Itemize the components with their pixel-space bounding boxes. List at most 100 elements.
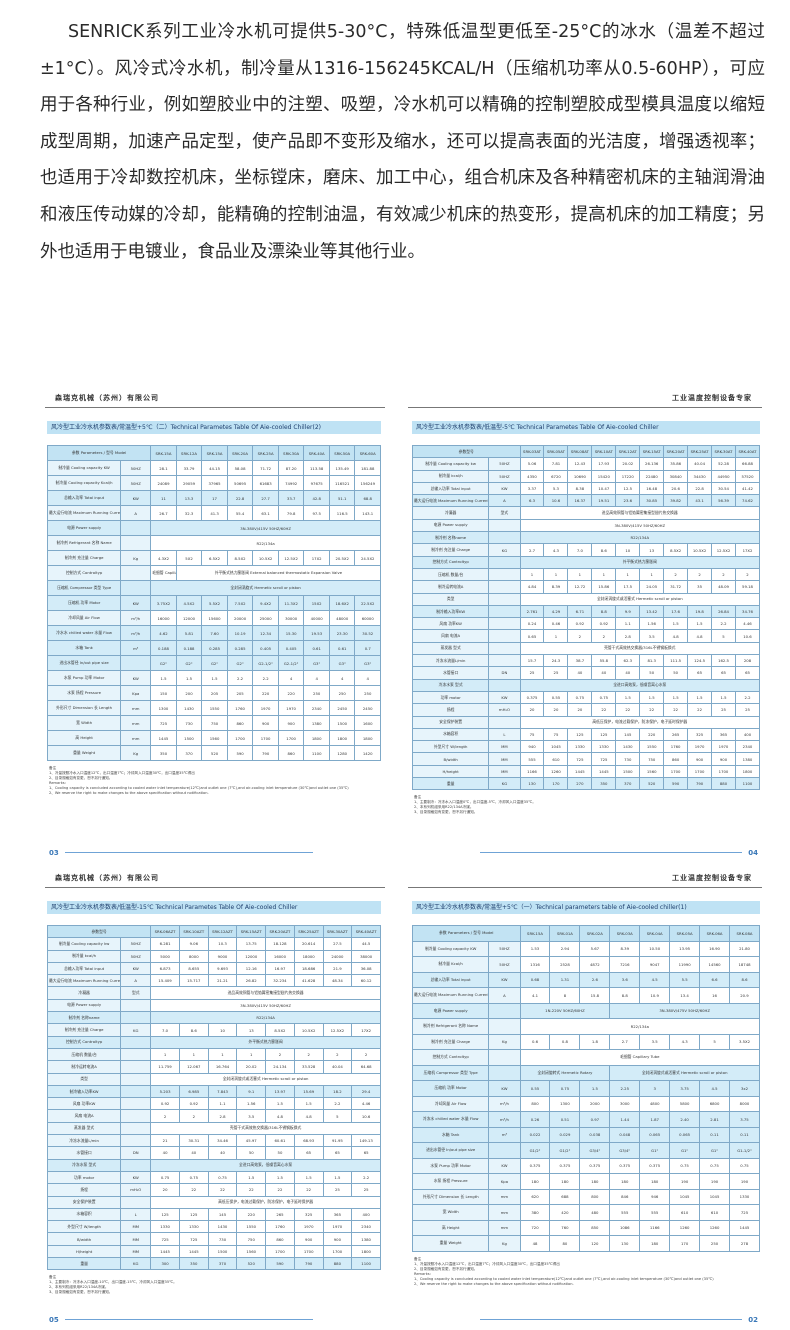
value-cell: 1500 bbox=[615, 764, 641, 779]
value-cell: 6.281 bbox=[150, 937, 180, 951]
row-unit: mm bbox=[488, 1188, 521, 1205]
value-cell: 4.3X2 bbox=[150, 550, 177, 566]
value-cell: 610 bbox=[543, 752, 569, 766]
value-cell: 2 bbox=[567, 629, 593, 643]
value-cell: 850 bbox=[579, 1219, 611, 1236]
row-label: 进出水管径 In/out pipe size bbox=[46, 655, 122, 671]
value-cell: 1.5 bbox=[663, 617, 689, 631]
value-cell: 5.5X2 bbox=[201, 595, 228, 611]
value-cell: 33.528 bbox=[293, 1060, 324, 1074]
row-label: 外型尺寸 W/length bbox=[46, 1220, 122, 1234]
model-header-cell: SRK-03A bbox=[609, 925, 641, 942]
row-unit bbox=[120, 1035, 152, 1049]
value-cell: 79.8 bbox=[277, 505, 305, 521]
value-cell: 120 bbox=[579, 1235, 611, 1252]
value-cell: 1300 bbox=[549, 1095, 581, 1112]
row-unit: KW bbox=[120, 670, 152, 686]
value-cell: 1550 bbox=[236, 1220, 267, 1234]
value-cell: 2.8 bbox=[207, 1109, 238, 1123]
table-row: 制冷剂 名称name R22/134A bbox=[411, 531, 761, 545]
value-cell: 170 bbox=[669, 1235, 701, 1252]
table-row: H/height MM 1445 1445 1500 1560 1700 1700 1700 18… bbox=[46, 1244, 381, 1259]
row-unit bbox=[488, 604, 521, 619]
value-cell: 10 bbox=[615, 543, 641, 557]
value-cell: 2000 bbox=[579, 1095, 611, 1112]
row-unit: KW bbox=[120, 1170, 152, 1185]
value-cell: 725 bbox=[591, 752, 617, 766]
row-unit bbox=[488, 518, 521, 533]
value-cell: 50 bbox=[663, 666, 689, 680]
value-cell: 520 bbox=[201, 745, 228, 761]
value-cell: 4872 bbox=[579, 956, 611, 973]
model-header-cell: SRK-20AT bbox=[663, 444, 689, 459]
span-cell: 全封闭涡旋式 Hermetic scroll or piston bbox=[150, 580, 381, 596]
value-cell: 9.693 bbox=[207, 961, 238, 976]
model-header-cell: SRK-40AT bbox=[734, 444, 761, 459]
value-cell: 66.88 bbox=[734, 457, 761, 471]
table-row: 控制方式 Controltyp 外平衡式热力膨胀阀 bbox=[46, 1035, 381, 1049]
value-cell: 800 bbox=[579, 1188, 611, 1205]
row-unit: 50HZ bbox=[120, 475, 152, 491]
value-cell: 13 bbox=[639, 543, 665, 557]
row-label: 风扇 电流A bbox=[411, 629, 490, 643]
value-cell: 1970 bbox=[687, 740, 713, 754]
row-unit: 型式 bbox=[120, 986, 152, 1000]
value-cell: 8.39 bbox=[609, 940, 641, 957]
value-cell: 10.6 bbox=[734, 629, 761, 643]
value-cell: 162.5 bbox=[711, 654, 736, 668]
value-cell: 22 bbox=[615, 703, 641, 717]
value-cell: 590 bbox=[226, 745, 254, 761]
row-label: 冷冻水 chilled water 水量 Flow bbox=[411, 1111, 490, 1128]
row-label: 安全保护装置 bbox=[411, 715, 490, 729]
value-cell: 0.75 bbox=[729, 1157, 760, 1174]
value-cell: 180 bbox=[639, 1235, 671, 1252]
row-unit: 型式 bbox=[488, 506, 521, 520]
row-label: 冷却风量 Air Flow bbox=[46, 610, 122, 626]
value-cell: 65 bbox=[687, 666, 713, 680]
table-row: 扬程 mH₂O 20 20 20 22 22 22 22 22 25 25 bbox=[411, 703, 761, 717]
value-cell: 0.75 bbox=[669, 1157, 701, 1174]
row-label: 制冷剂 Refrigerant 名称 Name bbox=[46, 535, 122, 551]
model-header-cell: SRK-25AT bbox=[687, 444, 713, 459]
table-row: 水泵 Pump 功率 Motor KW 0.375 0.375 0.375 0.375 0.… bbox=[411, 1157, 760, 1174]
row-unit: m³ bbox=[488, 1126, 521, 1143]
page-header-text: 工业温度控制设备专家 bbox=[672, 394, 752, 402]
row-label: 压缩机 Compressor 类型 Type bbox=[46, 580, 122, 596]
value-cell: 48 bbox=[519, 1235, 551, 1252]
value-cell: 124.5 bbox=[687, 654, 713, 668]
row-unit: KW bbox=[488, 690, 521, 705]
table-header-row: 参数 Parameters / 型号 Model SRK-15A SRK-12A SR… bbox=[46, 445, 381, 461]
value-cell: 68.93 bbox=[293, 1134, 324, 1148]
value-cell: 750 bbox=[639, 752, 665, 766]
value-cell: 9.9 bbox=[615, 604, 641, 619]
value-cell: 156249 bbox=[354, 475, 381, 491]
row-label: 制冷输入功率KW bbox=[411, 604, 490, 619]
row-unit: mm bbox=[488, 1219, 521, 1236]
value-cell: 10.19 bbox=[226, 625, 254, 641]
value-cell: 30.85 bbox=[639, 494, 665, 508]
value-cell: 113.58 bbox=[303, 460, 330, 476]
table-row: 外形尺寸 Dimension 长 Length mm 620 688 800 846 946… bbox=[411, 1188, 760, 1205]
table-row: 总输入功率 Total input KW 0.68 1.31 2.6 3.6 4.5 5.5 6… bbox=[411, 971, 760, 988]
row-label: 冷冻水泵 型式 bbox=[411, 678, 490, 692]
value-cell: 520 bbox=[236, 1257, 267, 1271]
value-cell: 9.06 bbox=[178, 937, 209, 951]
row-label: 制冷量 kcal/h bbox=[46, 949, 122, 963]
row-unit bbox=[120, 535, 152, 551]
value-cell: G2-1/2" bbox=[277, 655, 305, 671]
row-unit bbox=[488, 555, 521, 569]
value-cell: 1970 bbox=[252, 700, 279, 716]
value-cell: 181.88 bbox=[354, 460, 381, 476]
value-cell: 4 bbox=[328, 670, 356, 686]
row-label: 制冷运转电流A bbox=[46, 1060, 122, 1074]
value-cell: 8.6 bbox=[591, 543, 617, 557]
value-cell: 8.39 bbox=[543, 580, 569, 594]
value-cell: 20.9 bbox=[729, 987, 760, 1004]
table-notes: 备注 1、冷量按照冷水入口温度12℃，出口温度7℃；冷却风入口温度30℃，出口温… bbox=[414, 1256, 714, 1286]
value-cell: 1800 bbox=[303, 730, 330, 746]
value-cell: 62.3 bbox=[615, 654, 641, 668]
value-cell: 4350 bbox=[519, 469, 545, 483]
value-cell: 220 bbox=[236, 1207, 267, 1222]
value-cell: 17X2 bbox=[734, 543, 761, 557]
value-cell: 16 bbox=[699, 987, 730, 1004]
